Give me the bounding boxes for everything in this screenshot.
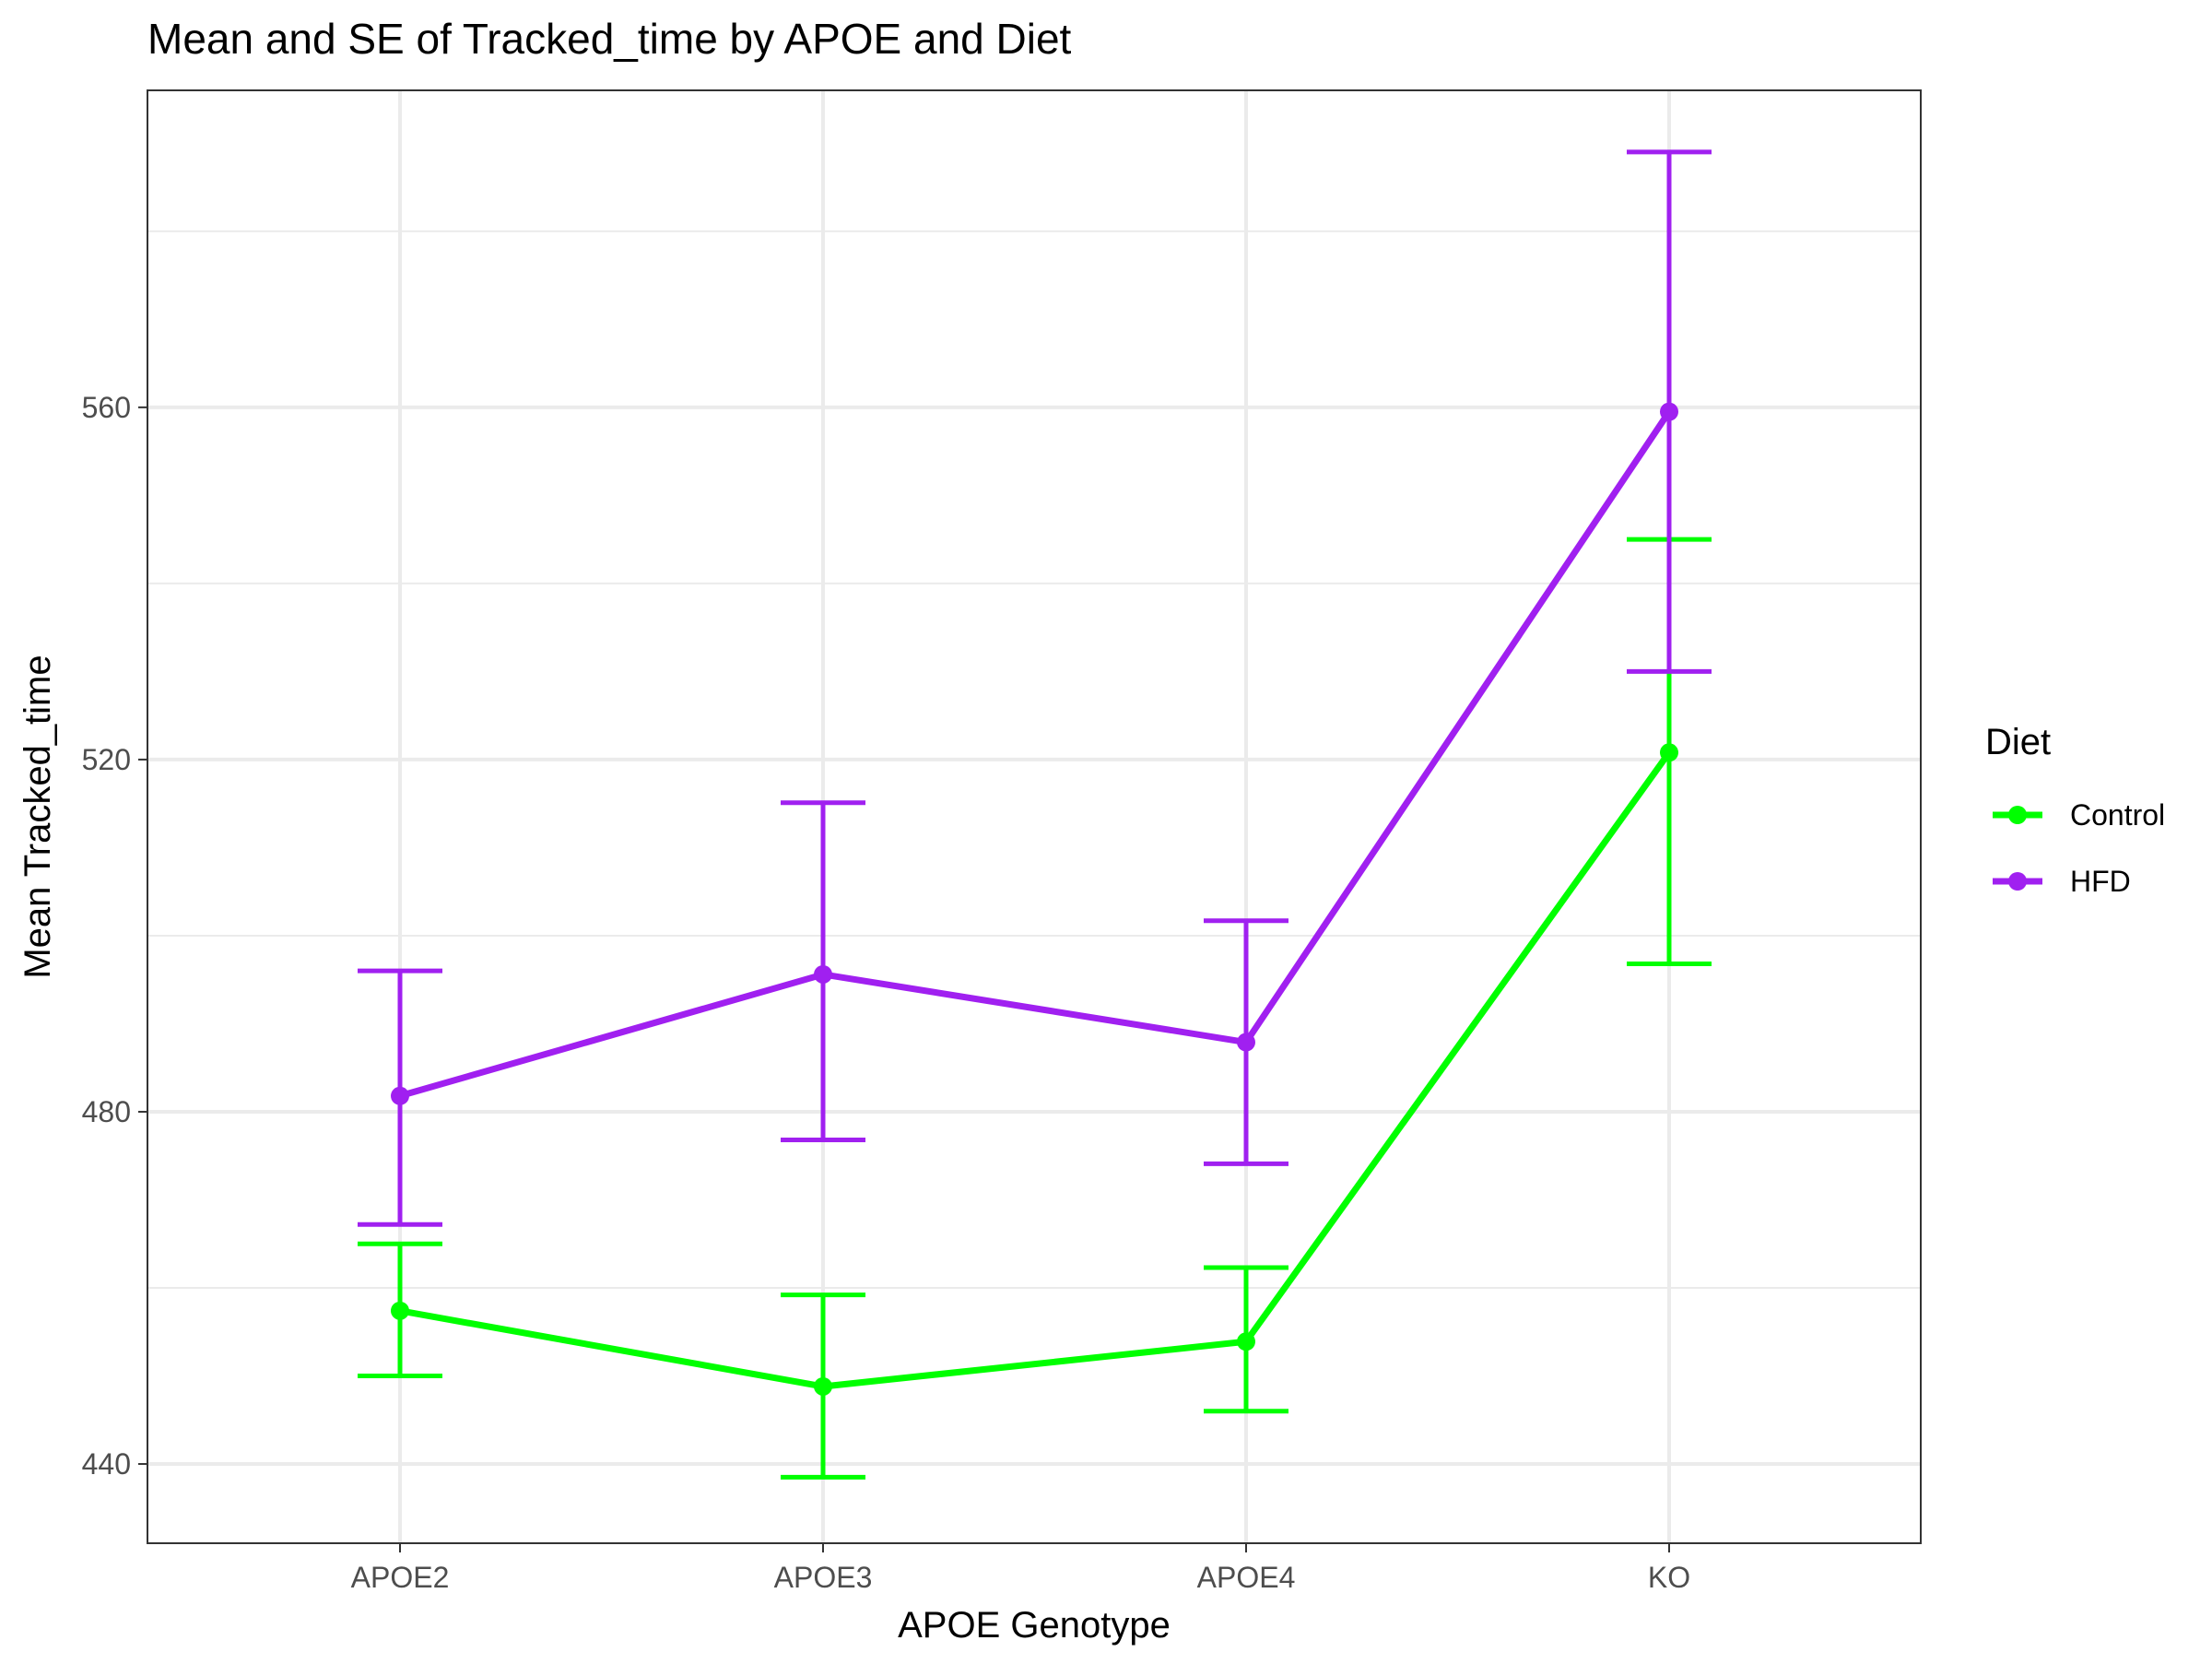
y-axis-label: Mean Tracked_time bbox=[18, 655, 58, 978]
series-line bbox=[396, 749, 1673, 1390]
x-axis-label: APOE Genotype bbox=[898, 1605, 1171, 1646]
legend: Diet Control HFD bbox=[1985, 722, 2165, 898]
y-tick-label: 560 bbox=[82, 391, 131, 424]
legend-title: Diet bbox=[1985, 722, 2051, 762]
y-tick-label: 520 bbox=[82, 743, 131, 776]
data-point bbox=[1660, 743, 1678, 762]
legend-label: Control bbox=[2070, 798, 2165, 832]
y-axis: 440 480 520 560 bbox=[82, 391, 147, 1481]
data-point bbox=[1237, 1332, 1255, 1351]
legend-label: HFD bbox=[2070, 865, 2131, 898]
legend-item-control: Control bbox=[1993, 798, 2165, 832]
data-point bbox=[1237, 1033, 1255, 1052]
x-tick-label: APOE3 bbox=[774, 1561, 873, 1594]
data-point bbox=[391, 1086, 409, 1105]
x-tick-label: APOE2 bbox=[351, 1561, 450, 1594]
legend-key-point bbox=[2008, 872, 2027, 891]
legend-item-hfd: HFD bbox=[1993, 865, 2131, 898]
chart-title: Mean and SE of Tracked_time by APOE and … bbox=[147, 15, 1072, 63]
legend-key-point bbox=[2008, 806, 2027, 824]
x-tick-label: APOE4 bbox=[1197, 1561, 1296, 1594]
data-point bbox=[391, 1301, 409, 1320]
data-point bbox=[814, 964, 832, 984]
series-line bbox=[396, 408, 1673, 1100]
series-layer bbox=[358, 149, 1712, 1480]
series-hfd bbox=[358, 149, 1712, 1227]
x-axis: APOE2 APOE3 APOE4 KO bbox=[351, 1543, 1690, 1594]
y-tick-label: 440 bbox=[82, 1447, 131, 1481]
y-tick-label: 480 bbox=[82, 1095, 131, 1128]
data-point bbox=[1660, 402, 1678, 421]
x-tick-label: KO bbox=[1648, 1561, 1690, 1594]
data-point bbox=[814, 1376, 832, 1396]
plot-panel bbox=[147, 89, 1922, 1544]
